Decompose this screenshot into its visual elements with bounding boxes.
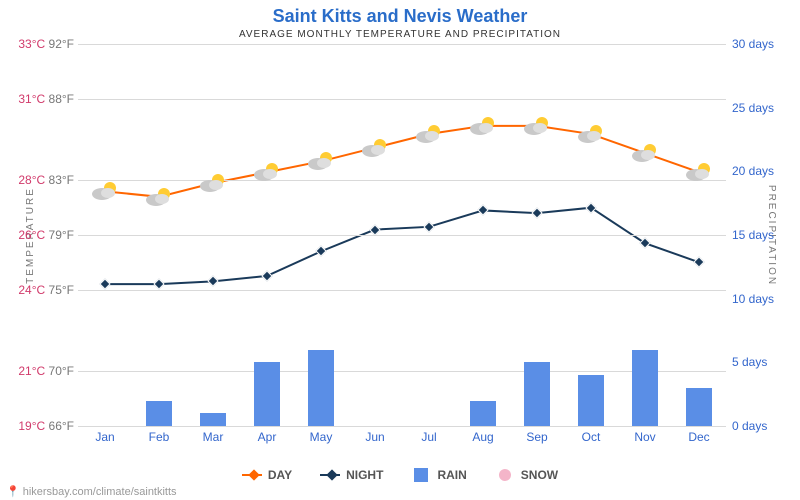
sun-cloud-icon — [91, 180, 119, 202]
legend-item-day: DAY — [242, 468, 292, 482]
x-tick-label: Jun — [365, 430, 384, 444]
legend-label: DAY — [268, 468, 292, 482]
sun-cloud-icon — [199, 172, 227, 194]
gridline — [78, 44, 726, 45]
y-right-tick-label: 5 days — [732, 355, 767, 369]
map-pin-icon: 📍 — [6, 485, 20, 498]
x-tick-label: Apr — [258, 430, 277, 444]
x-tick-label: Nov — [634, 430, 655, 444]
night-marker — [315, 246, 326, 257]
y-left-tick-label: 26°C 79°F — [4, 228, 74, 242]
x-tick-label: Dec — [688, 430, 709, 444]
rain-bar — [200, 413, 226, 426]
legend-label: SNOW — [521, 468, 558, 482]
legend-item-rain: RAIN — [411, 468, 466, 482]
night-marker — [207, 276, 218, 287]
night-marker — [99, 278, 110, 289]
sun-cloud-icon — [469, 115, 497, 137]
y-left-tick-label: 31°C 88°F — [4, 92, 74, 106]
y-left-tick-label: 24°C 75°F — [4, 283, 74, 297]
night-marker — [639, 238, 650, 249]
x-tick-label: Mar — [203, 430, 224, 444]
sun-cloud-icon — [685, 161, 713, 183]
x-tick-label: Jul — [421, 430, 436, 444]
gridline — [78, 180, 726, 181]
chart-title: Saint Kitts and Nevis Weather — [0, 0, 800, 27]
chart-subtitle: AVERAGE MONTHLY TEMPERATURE AND PRECIPIT… — [0, 27, 800, 40]
y-right-tick-label: 15 days — [732, 228, 774, 242]
x-tick-label: Aug — [472, 430, 493, 444]
night-marker — [423, 221, 434, 232]
legend: DAY NIGHT RAIN SNOW — [0, 468, 800, 482]
x-tick-label: Oct — [582, 430, 601, 444]
source-footer: 📍 hikersbay.com/climate/saintkitts — [6, 485, 177, 498]
sun-cloud-icon — [631, 142, 659, 164]
rain-bar — [632, 350, 658, 426]
rain-bar — [524, 362, 550, 426]
night-marker — [585, 202, 596, 213]
x-tick-label: Feb — [149, 430, 170, 444]
y-right-tick-label: 25 days — [732, 101, 774, 115]
rain-bar — [146, 401, 172, 426]
sun-cloud-icon — [361, 137, 389, 159]
night-marker — [531, 207, 542, 218]
x-tick-label: May — [310, 430, 333, 444]
legend-label: RAIN — [437, 468, 466, 482]
rain-bar — [308, 350, 334, 426]
chart-plot-area — [78, 44, 726, 426]
legend-label: NIGHT — [346, 468, 383, 482]
legend-swatch — [411, 469, 431, 481]
night-marker — [477, 205, 488, 216]
y-right-tick-label: 20 days — [732, 164, 774, 178]
night-line — [105, 208, 699, 284]
y-right-tick-label: 0 days — [732, 419, 767, 433]
rain-bar — [470, 401, 496, 426]
gridline — [78, 426, 726, 427]
source-url-text: hikersbay.com/climate/saintkitts — [23, 486, 177, 498]
y-left-tick-label: 19°C 66°F — [4, 419, 74, 433]
night-marker — [369, 224, 380, 235]
x-tick-label: Sep — [526, 430, 547, 444]
gridline — [78, 371, 726, 372]
sun-cloud-icon — [523, 115, 551, 137]
sun-cloud-icon — [415, 123, 443, 145]
gridline — [78, 235, 726, 236]
sun-cloud-icon — [577, 123, 605, 145]
night-marker — [261, 270, 272, 281]
gridline — [78, 290, 726, 291]
legend-item-night: NIGHT — [320, 468, 383, 482]
y-right-tick-label: 10 days — [732, 292, 774, 306]
rain-bar — [254, 362, 280, 426]
legend-swatch — [495, 469, 515, 481]
night-marker — [693, 257, 704, 268]
sun-cloud-icon — [307, 150, 335, 172]
x-tick-label: Jan — [95, 430, 114, 444]
sun-cloud-icon — [145, 186, 173, 208]
legend-swatch — [242, 469, 262, 481]
y-left-tick-label: 21°C 70°F — [4, 364, 74, 378]
y-right-tick-label: 30 days — [732, 37, 774, 51]
gridline — [78, 99, 726, 100]
day-line — [105, 126, 699, 197]
night-marker — [153, 278, 164, 289]
y-left-tick-label: 33°C 92°F — [4, 37, 74, 51]
rain-bar — [686, 388, 712, 426]
y-left-tick-label: 28°C 83°F — [4, 173, 74, 187]
rain-bar — [578, 375, 604, 426]
legend-item-snow: SNOW — [495, 468, 558, 482]
legend-swatch — [320, 469, 340, 481]
sun-cloud-icon — [253, 161, 281, 183]
